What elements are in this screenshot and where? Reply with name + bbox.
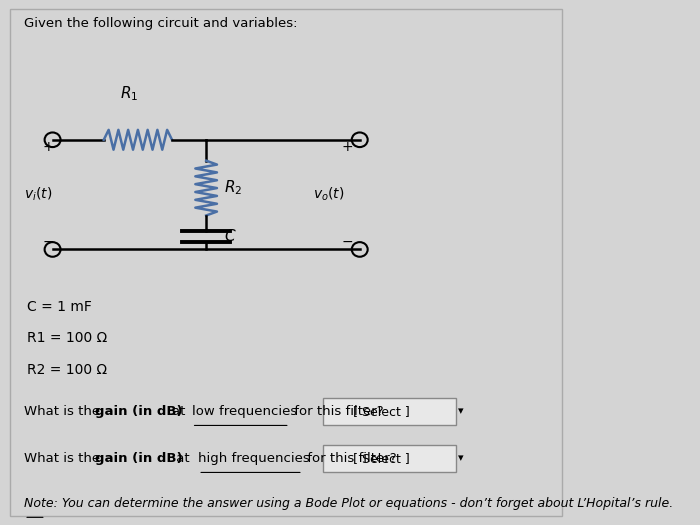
Text: at: at	[172, 405, 190, 418]
Text: Note: You can determine the answer using a Bode Plot or equations - don’t forget: Note: You can determine the answer using…	[24, 497, 673, 510]
Text: +: +	[342, 140, 353, 154]
FancyBboxPatch shape	[323, 398, 456, 425]
Text: gain (in dB): gain (in dB)	[94, 452, 182, 465]
Text: +: +	[42, 140, 54, 154]
Text: $C$: $C$	[224, 228, 237, 245]
Text: $R_2$: $R_2$	[224, 178, 243, 197]
Text: for this filter?: for this filter?	[303, 452, 396, 465]
Text: $R_1$: $R_1$	[120, 85, 139, 103]
Text: −: −	[342, 235, 353, 249]
Text: [ Select ]: [ Select ]	[354, 405, 410, 418]
Text: for this filter?: for this filter?	[290, 405, 384, 418]
Text: ▾: ▾	[458, 406, 464, 416]
Text: $v_i(t)$: $v_i(t)$	[25, 186, 52, 203]
Text: R1 = 100 Ω: R1 = 100 Ω	[27, 331, 107, 345]
FancyBboxPatch shape	[323, 445, 456, 472]
Text: gain (in dB): gain (in dB)	[94, 405, 182, 418]
Text: at: at	[172, 452, 194, 465]
Text: Given the following circuit and variables:: Given the following circuit and variable…	[24, 17, 298, 30]
Text: What is the: What is the	[24, 452, 104, 465]
Text: $v_o(t)$: $v_o(t)$	[313, 186, 344, 203]
Text: −: −	[42, 235, 54, 249]
Text: low frequencies: low frequencies	[192, 405, 297, 418]
Text: high frequencies: high frequencies	[198, 452, 310, 465]
Text: What is the: What is the	[24, 405, 104, 418]
Text: C = 1 mF: C = 1 mF	[27, 300, 92, 314]
Text: R2 = 100 Ω: R2 = 100 Ω	[27, 363, 107, 376]
Text: ▾: ▾	[458, 453, 464, 464]
Text: [ Select ]: [ Select ]	[354, 452, 410, 465]
